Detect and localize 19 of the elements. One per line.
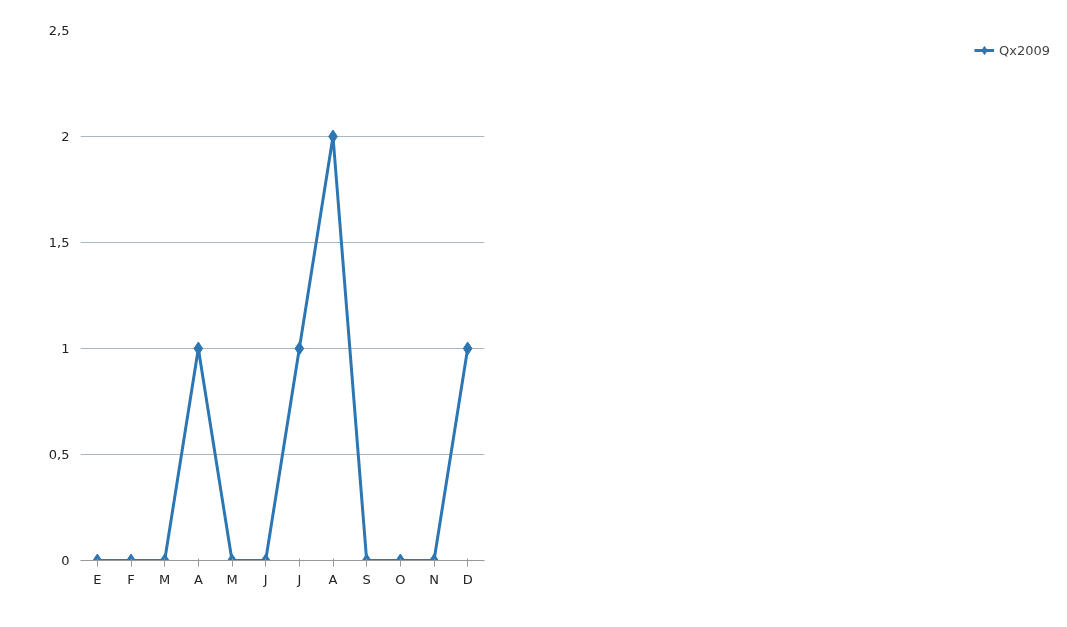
x-tick-label: D xyxy=(462,571,473,587)
x-tick-label: J xyxy=(262,571,268,587)
x-tick-label: A xyxy=(193,571,203,587)
x-tick-label: A xyxy=(328,571,338,587)
x-tick-label: E xyxy=(93,571,102,587)
y-tick-label: 2,5 xyxy=(48,23,70,38)
y-tick-label: 1,5 xyxy=(48,235,70,250)
x-tick-label: J xyxy=(296,571,302,587)
x-tick-label: S xyxy=(362,571,371,587)
x-tick-label: F xyxy=(127,571,135,587)
y-tick-label: 0,5 xyxy=(48,447,70,462)
x-tick-label: M xyxy=(226,571,238,587)
y-tick-label: 1 xyxy=(61,341,70,356)
x-tick-label: M xyxy=(159,571,171,587)
legend-label: Qx2009 xyxy=(998,42,1050,58)
x-tick-label: O xyxy=(395,571,406,587)
x-tick-label: N xyxy=(429,571,439,587)
y-tick-label: 0 xyxy=(61,553,70,568)
y-tick-label: 2 xyxy=(61,129,70,144)
